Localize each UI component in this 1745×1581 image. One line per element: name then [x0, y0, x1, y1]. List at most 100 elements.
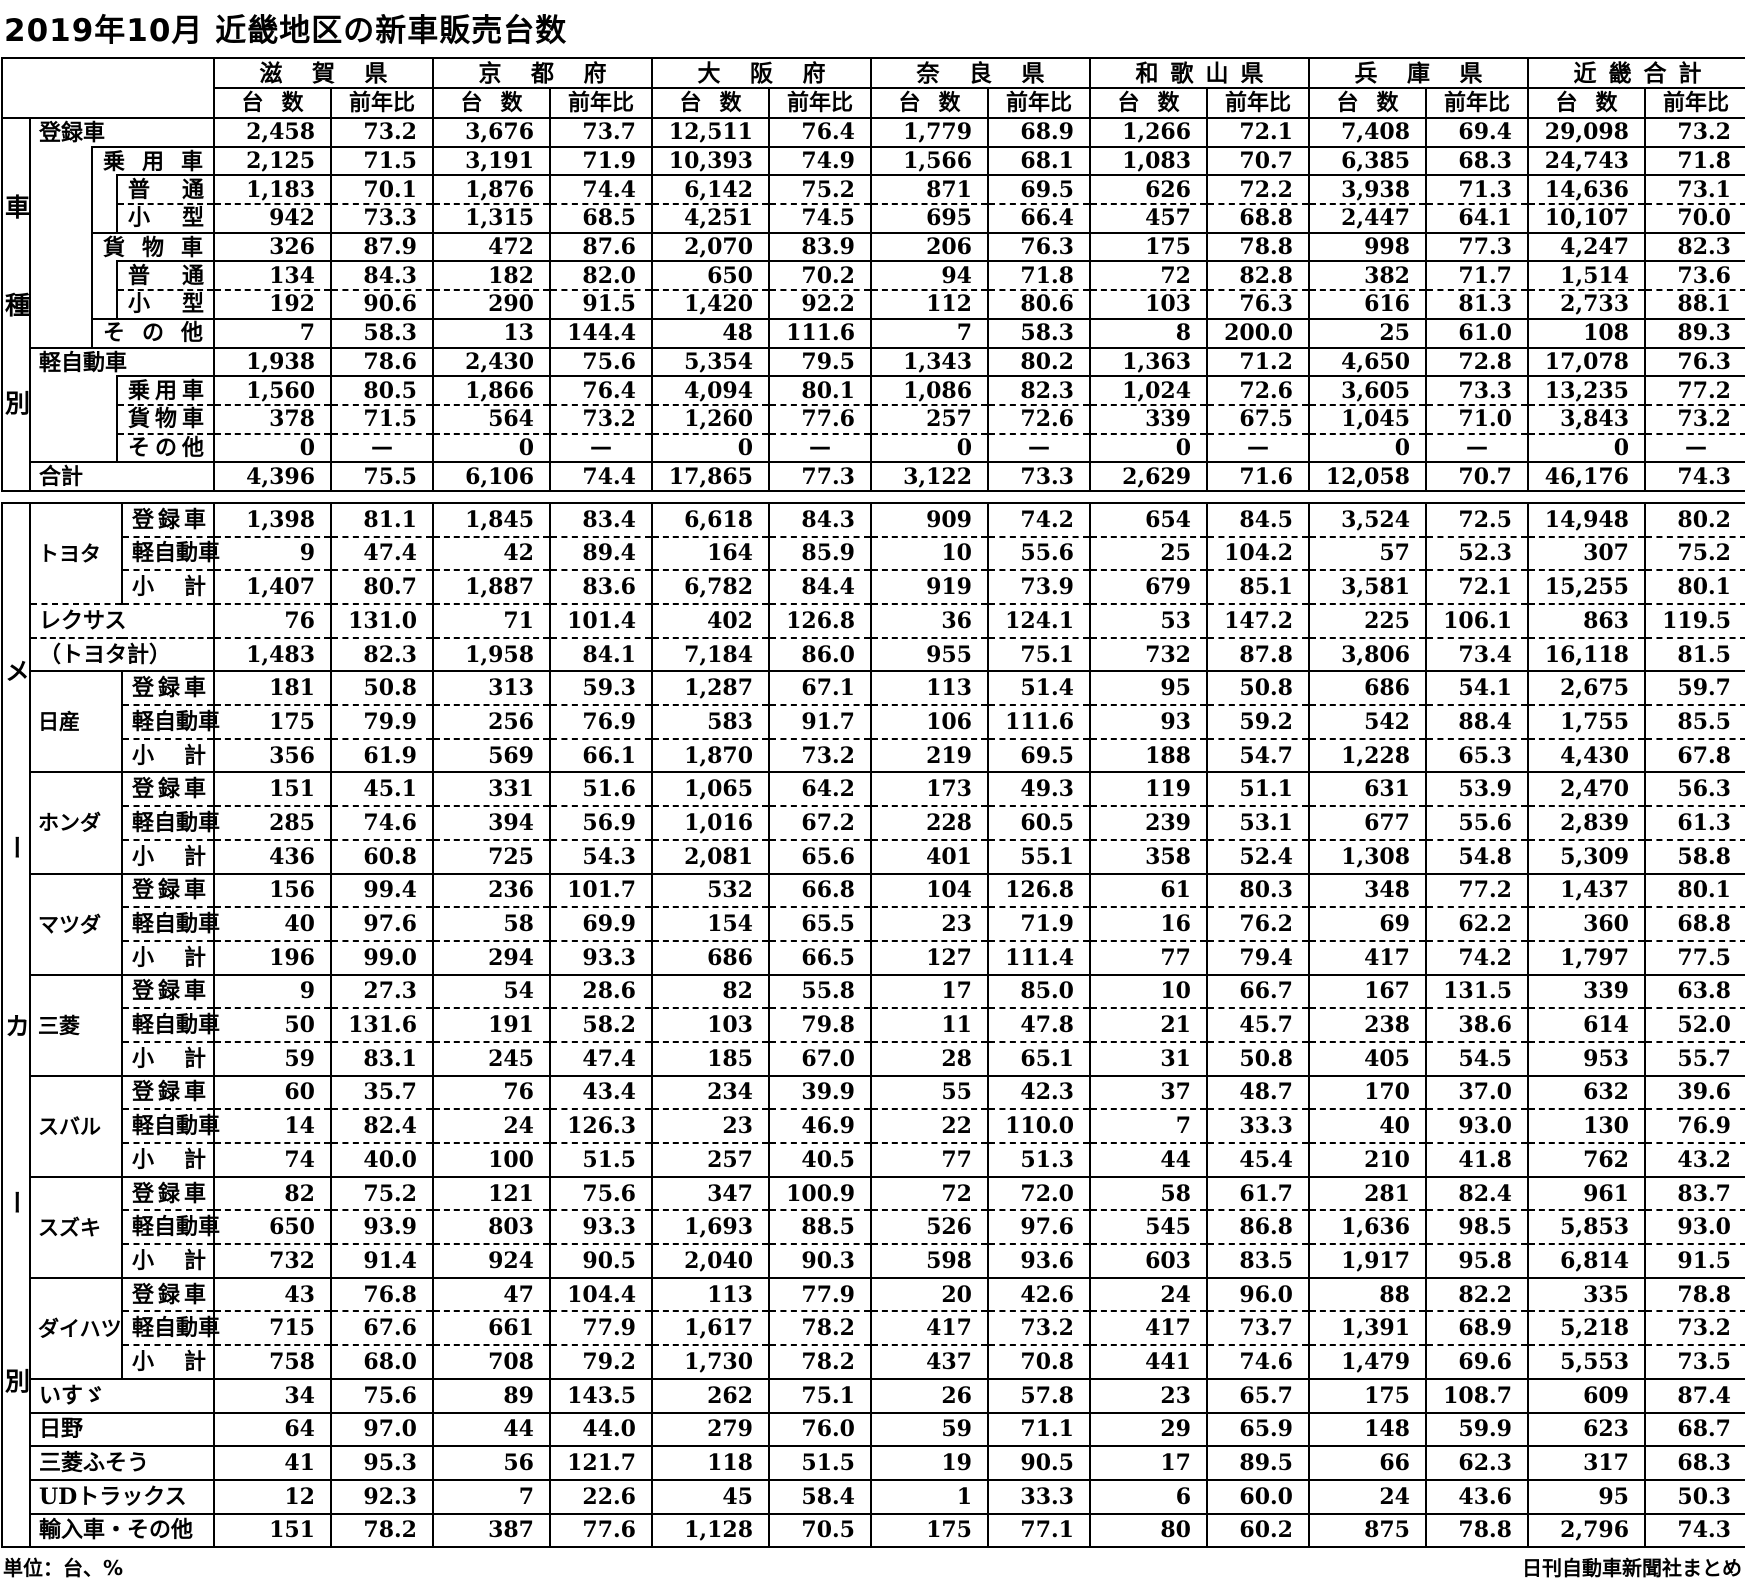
units-cell: 40: [1308, 1109, 1426, 1144]
row-label: ホンダ: [30, 772, 122, 875]
yoy-cell: 67.5: [1206, 404, 1309, 435]
units-cell: 1,128: [651, 1513, 769, 1548]
yoy-cell: 22.6: [549, 1479, 652, 1515]
units-cell: 3,843: [1527, 404, 1645, 435]
row-label: 日産: [30, 671, 122, 774]
yoy-cell: 52.0: [1644, 1008, 1745, 1043]
table-row: 三菱 登録車 9 27.3 54 28.6 82 55.8 17 85.0 10 66.7 167 131…: [2, 974, 1745, 1077]
units-cell: 130: [1527, 1109, 1645, 1144]
yoy-cell: 82.8: [1206, 261, 1309, 292]
yoy-cell: 61.9: [330, 738, 433, 774]
yoy-cell: 58.4: [768, 1479, 871, 1515]
units-cell: 356: [213, 738, 331, 774]
row-label: 三菱ふそう: [30, 1446, 214, 1481]
units-cell: 307: [1527, 536, 1645, 572]
units-cell: 95: [1527, 1479, 1645, 1515]
units-cell: 1,479: [1308, 1345, 1426, 1380]
yoy-cell: 67.6: [330, 1311, 433, 1347]
table-row: スズキ 登録車 82 75.2 121 75.6 347 100.9 72 72.0 58 61.7 2…: [2, 1176, 1745, 1279]
units-cell: 281: [1308, 1176, 1426, 1212]
units-cell: 3,806: [1308, 637, 1426, 673]
units-cell: 6,142: [651, 175, 769, 206]
units-cell: 1,287: [651, 671, 769, 707]
yoy-cell: 111.4: [987, 940, 1090, 976]
row-label: 登録車: [121, 1277, 214, 1313]
units-cell: 257: [651, 1143, 769, 1178]
yoy-cell: 97.6: [987, 1210, 1090, 1246]
yoy-cell: 121.7: [549, 1446, 652, 1481]
units-cell: 2,458: [213, 118, 331, 148]
units-cell: 134: [213, 261, 331, 292]
yoy-cell: 77.3: [1425, 232, 1528, 263]
row-label: 貨物車: [91, 232, 203, 320]
units-cell: 76: [432, 1075, 550, 1111]
units-cell: 762: [1527, 1143, 1645, 1178]
yoy-cell: 73.9: [987, 570, 1090, 605]
yoy-cell: 72.0: [987, 1176, 1090, 1212]
yoy-cell: —: [987, 433, 1090, 464]
yoy-cell: 96.0: [1206, 1277, 1309, 1313]
yoy-cell: 67.2: [768, 806, 871, 841]
yoy-cell: 71.8: [1644, 146, 1745, 177]
col-header-prefecture: 大阪府: [651, 58, 871, 89]
units-cell: 175: [1089, 232, 1207, 263]
yoy-cell: 90.3: [768, 1244, 871, 1279]
units-cell: 23: [1089, 1378, 1207, 1414]
yoy-cell: 66.4: [987, 204, 1090, 234]
units-cell: 1,437: [1527, 873, 1645, 909]
yoy-cell: 80.2: [1644, 502, 1745, 538]
vehicle-type-table: 滋賀県 京都府 大阪府 奈良県 和歌山県 兵庫県 近畿合計 台数 前年比 台数 前年比 台数 前年比 台数…: [1, 57, 1745, 492]
yoy-cell: 91.4: [330, 1244, 433, 1279]
col-header-units: 台数: [213, 88, 331, 119]
yoy-cell: 57.8: [987, 1378, 1090, 1414]
units-cell: 17: [1089, 1446, 1207, 1481]
yoy-cell: 68.8: [1644, 907, 1745, 942]
row-label: 貨物車: [116, 404, 214, 435]
units-cell: 3,605: [1308, 376, 1426, 406]
units-cell: 44: [1089, 1143, 1207, 1178]
side-label-char: 別: [1, 390, 31, 416]
yoy-cell: 68.3: [1644, 1446, 1745, 1481]
units-cell: 103: [651, 1008, 769, 1043]
units-cell: 0: [1089, 433, 1207, 464]
yoy-cell: 83.5: [1206, 1244, 1309, 1279]
units-cell: 4,430: [1527, 738, 1645, 774]
units-cell: 1,958: [432, 637, 550, 673]
units-cell: 4,247: [1527, 232, 1645, 263]
yoy-cell: 93.3: [549, 1210, 652, 1246]
yoy-cell: 79.9: [330, 705, 433, 740]
units-cell: 378: [213, 404, 331, 435]
yoy-cell: 147.2: [1206, 604, 1309, 639]
yoy-cell: 65.1: [987, 1041, 1090, 1077]
units-cell: 875: [1308, 1513, 1426, 1548]
yoy-cell: 78.2: [768, 1345, 871, 1380]
units-cell: 23: [870, 907, 988, 942]
units-cell: 695: [870, 204, 988, 234]
units-cell: 181: [213, 671, 331, 707]
units-cell: 112: [870, 290, 988, 320]
units-cell: 164: [651, 536, 769, 572]
units-cell: 614: [1527, 1008, 1645, 1043]
row-label: 軽自動車: [121, 536, 220, 572]
units-cell: 1,730: [651, 1345, 769, 1380]
units-cell: 472: [432, 232, 550, 263]
table-corner: [2, 58, 214, 119]
units-cell: 89: [432, 1378, 550, 1414]
units-cell: 24: [1089, 1277, 1207, 1313]
table-row: 小型 942 73.3 1,315 68.5 4,251 74.5 695 66.4 457 68.…: [2, 204, 1745, 234]
units-cell: 626: [1089, 175, 1207, 206]
row-label: 登録車: [121, 1176, 214, 1212]
units-cell: 2,447: [1308, 204, 1426, 234]
yoy-cell: 56.9: [549, 806, 652, 841]
yoy-cell: 75.6: [330, 1378, 433, 1414]
table-footnotes: 単位：台、% 日刊自動車新聞社まとめ: [3, 1552, 1742, 1581]
units-cell: 7: [870, 318, 988, 349]
yoy-cell: 126.3: [549, 1109, 652, 1144]
yoy-cell: 99.4: [330, 873, 433, 909]
yoy-cell: 75.5: [330, 462, 433, 491]
yoy-cell: 77.2: [1425, 873, 1528, 909]
yoy-cell: 69.9: [549, 907, 652, 942]
units-cell: 405: [1308, 1041, 1426, 1077]
units-cell: 175: [213, 705, 331, 740]
units-cell: 26: [870, 1378, 988, 1414]
